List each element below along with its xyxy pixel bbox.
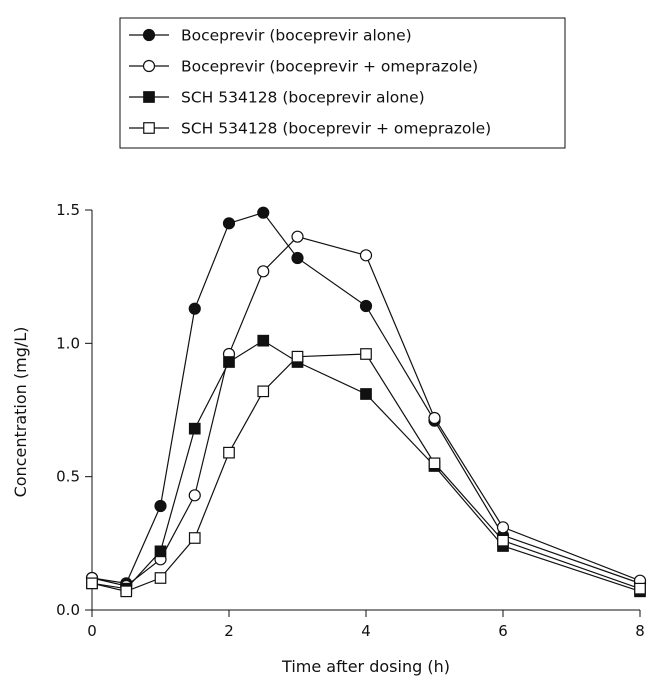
data-point-series-2	[188, 489, 201, 502]
data-point-series-3	[257, 334, 270, 347]
x-tick-label: 6	[498, 622, 508, 640]
x-tick-label: 4	[361, 622, 371, 640]
data-point-series-2	[428, 411, 441, 425]
y-tick-label: 0.5	[56, 468, 80, 486]
data-point-series-1	[359, 299, 373, 313]
x-axis-title: Time after dosing (h)	[281, 657, 450, 676]
data-point-series-1	[291, 251, 304, 265]
series-line-2	[91, 235, 641, 587]
data-point-series-4	[154, 572, 167, 584]
y-tick-label: 1.5	[56, 201, 80, 219]
data-point-series-3	[154, 545, 167, 558]
legend-label: SCH 534128 (boceprevir alone)	[181, 89, 425, 107]
data-point-series-4	[223, 446, 235, 459]
legend-marker	[142, 28, 156, 42]
data-point-series-4	[360, 348, 372, 360]
data-point-series-4	[497, 534, 509, 547]
legend-label: Boceprevir (boceprevir alone)	[181, 27, 412, 45]
data-point-series-3	[360, 388, 372, 400]
data-point-series-2	[496, 521, 510, 534]
data-point-series-2	[257, 265, 270, 278]
data-point-series-2	[291, 230, 304, 243]
data-point-series-1	[154, 499, 167, 513]
y-axis-title: Concentration (mg/L)	[11, 327, 30, 498]
legend-marker	[143, 91, 155, 103]
x-tick-label: 2	[224, 622, 234, 640]
data-point-series-4	[86, 577, 98, 590]
data-point-series-4	[188, 532, 201, 544]
data-point-series-2	[359, 249, 373, 262]
y-tick-label: 1.0	[56, 334, 80, 352]
legend-label: SCH 534128 (boceprevir + omeprazole)	[181, 120, 491, 138]
legend-label: Boceprevir (boceprevir + omeprazole)	[181, 58, 478, 76]
legend: Boceprevir (boceprevir alone) Boceprevir …	[119, 17, 566, 149]
data-point-series-3	[188, 422, 201, 435]
plot-area: 0 2 4 6 8 0.0 0.5 1.0 1.5	[56, 201, 647, 640]
x-tick-label: 8	[635, 622, 645, 640]
data-point-series-1	[222, 217, 236, 230]
data-point-series-4	[291, 350, 304, 363]
legend-marker	[142, 59, 156, 73]
x-tick-label: 0	[87, 622, 97, 640]
data-point-series-4	[120, 585, 133, 598]
data-point-series-3	[223, 356, 235, 368]
data-point-series-4	[257, 385, 270, 398]
legend-marker	[143, 122, 155, 134]
legend-box	[119, 17, 566, 149]
data-point-series-1	[257, 206, 270, 219]
series-line-3	[91, 339, 641, 592]
data-point-series-4	[634, 582, 646, 595]
data-point-series-1	[188, 302, 201, 315]
y-tick-label: 0.0	[56, 601, 80, 619]
data-point-series-4	[428, 457, 441, 470]
